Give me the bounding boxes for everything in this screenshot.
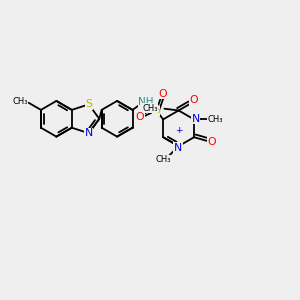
Text: O: O <box>208 137 216 147</box>
Text: O: O <box>189 95 198 105</box>
Text: N: N <box>174 143 182 153</box>
Text: N: N <box>191 114 200 124</box>
Text: O: O <box>135 112 144 122</box>
Text: CH₃: CH₃ <box>13 97 28 106</box>
Text: CH₃: CH₃ <box>207 115 223 124</box>
Text: +: + <box>176 126 183 135</box>
Text: N: N <box>85 128 93 138</box>
Text: S: S <box>85 99 92 110</box>
Text: NH: NH <box>138 97 154 107</box>
Text: O: O <box>158 88 167 98</box>
Text: CH₃: CH₃ <box>156 155 172 164</box>
Text: S: S <box>153 106 160 116</box>
Text: CH₃: CH₃ <box>142 103 158 112</box>
